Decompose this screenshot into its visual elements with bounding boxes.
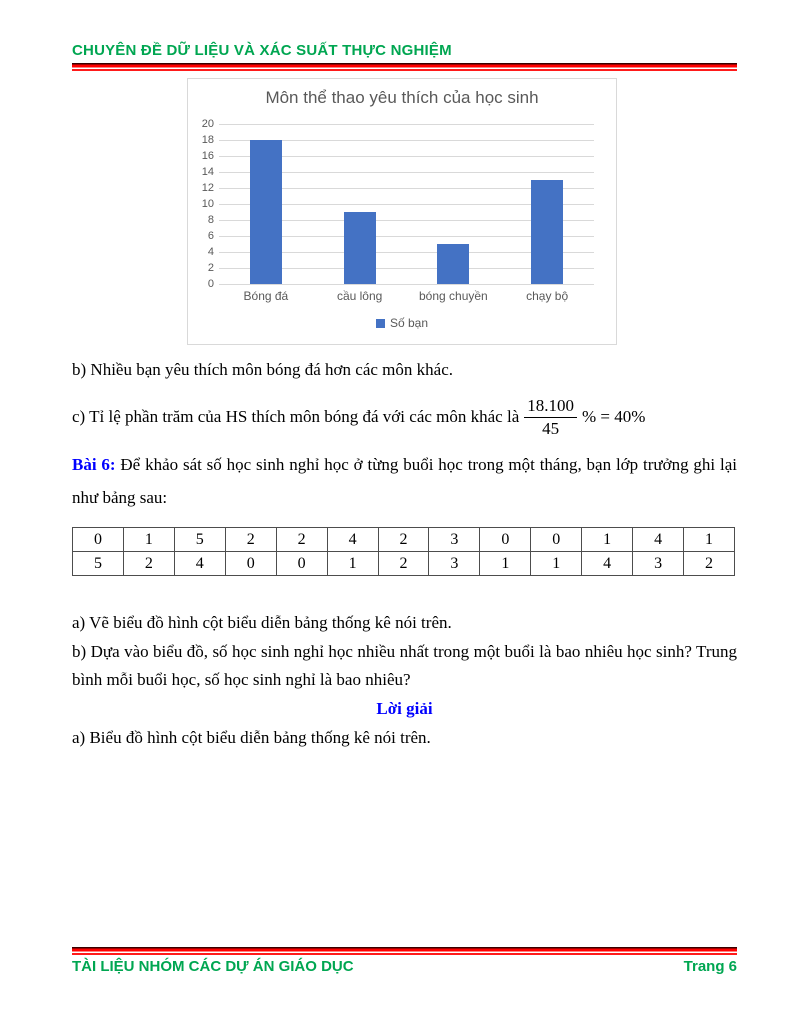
footer-page-number: Trang 6 — [683, 958, 737, 975]
y-axis-tick-label: 8 — [207, 214, 214, 226]
footer-left-text: TÀI LIỆU NHÓM CÁC DỰ ÁN GIÁO DỤC — [72, 958, 354, 975]
question-a6: a) Vẽ biểu đồ hình cột biểu diễn bảng th… — [72, 613, 452, 633]
bar-slot — [500, 124, 594, 284]
fraction-denominator: 45 — [542, 418, 560, 438]
chart-gridline — [219, 236, 594, 237]
question-b6: b) Dựa vào biểu đồ, số học sinh nghỉ học… — [72, 642, 737, 690]
y-axis-tick-label: 0 — [207, 278, 214, 290]
exercise-6-label: Bài 6: — [72, 455, 116, 475]
table-cell: 2 — [122, 551, 175, 577]
table-cell: 4 — [581, 551, 634, 577]
table-cell: 2 — [275, 527, 328, 553]
x-axis-category-label: bóng chuyền — [419, 289, 488, 303]
chart-gridline — [219, 156, 594, 157]
table-cell: 5 — [72, 551, 124, 577]
document-footer: TÀI LIỆU NHÓM CÁC DỰ ÁN GIÁO DỤC Trang 6 — [72, 958, 737, 975]
bar — [437, 244, 470, 284]
table-cell: 0 — [224, 551, 277, 577]
table-cell: 0 — [530, 527, 583, 553]
table-cell: 2 — [377, 527, 430, 553]
table-cell: 2 — [683, 551, 735, 577]
table-cell: 0 — [275, 551, 328, 577]
answer-item-b5: b) Nhiều bạn yêu thích môn bóng đá hơn c… — [72, 360, 453, 379]
y-axis-tick-label: 14 — [201, 166, 214, 178]
x-axis-category-label: cầu lông — [336, 289, 383, 303]
table-cell: 3 — [632, 551, 685, 577]
bar — [249, 140, 282, 284]
bar — [531, 180, 564, 284]
chart-bars — [219, 124, 594, 284]
chart-gridline — [219, 252, 594, 253]
document-body: b) Nhiều bạn yêu thích môn bóng đá hơn c… — [72, 348, 737, 752]
document-header-title: CHUYÊN ĐỀ DỮ LIỆU VÀ XÁC SUẤT THỰC NGHIỆ… — [72, 42, 452, 59]
table-cell: 3 — [428, 551, 481, 577]
bar-slot — [313, 124, 407, 284]
table-cell: 4 — [173, 551, 226, 577]
fraction-numerator: 18.100 — [524, 396, 577, 418]
table-cell: 1 — [479, 551, 532, 577]
legend-label: Số bạn — [389, 316, 429, 330]
footer-rule — [72, 947, 737, 955]
bar-slot — [219, 124, 313, 284]
chart-gridline — [219, 284, 594, 285]
chart-gridline — [219, 172, 594, 173]
y-axis-tick-label: 6 — [207, 230, 214, 242]
table-cell: 4 — [326, 527, 379, 553]
y-axis-tick-label: 18 — [201, 134, 214, 146]
chart-gridline — [219, 204, 594, 205]
bar-slot — [407, 124, 501, 284]
exercise-6-text: Để khảo sát số học sinh nghỉ học ở từng … — [72, 455, 737, 508]
table-cell: 3 — [428, 527, 481, 553]
chart-gridline — [219, 220, 594, 221]
chart-plot: 0 2 4 6 8 10 12 14 16 18 20 — [202, 118, 594, 290]
fraction: 18.100 45 — [524, 396, 577, 438]
table-cell: 1 — [326, 551, 379, 577]
chart-title: Môn thể thao yêu thích của học sinh — [265, 88, 539, 107]
x-axis-category-label: chạy bộ — [526, 289, 569, 303]
chart-gridline — [219, 140, 594, 141]
answer-item-c5: c) Tỉ lệ phần trăm của HS thích môn bóng… — [72, 396, 737, 438]
table-cell: 1 — [530, 551, 583, 577]
table-cell: 0 — [479, 527, 532, 553]
table-cell: 4 — [632, 527, 685, 553]
x-axis-category-label: Bóng đá — [243, 289, 289, 303]
y-axis-tick-label: 12 — [201, 182, 214, 194]
table-cell: 1 — [581, 527, 634, 553]
chart-x-axis: Bóng đá cầu lông bóng chuyền chạy bộ — [219, 289, 594, 303]
chart-legend: Số bạn — [188, 316, 616, 330]
table-cell: 1 — [122, 527, 175, 553]
table-cell: 2 — [224, 527, 277, 553]
y-axis-tick-label: 2 — [207, 262, 214, 274]
answer-c5-suffix: % = 40% — [582, 407, 646, 427]
y-axis-tick-label: 20 — [201, 118, 214, 130]
table-cell: 0 — [72, 527, 124, 553]
y-axis-tick-label: 16 — [201, 150, 214, 162]
y-axis-tick-label: 10 — [201, 198, 214, 210]
solution-heading: Lời giải — [376, 699, 433, 719]
y-axis-tick-label: 4 — [207, 246, 214, 258]
chart-gridline — [219, 268, 594, 269]
chart-gridline — [219, 188, 594, 189]
table-cell: 5 — [173, 527, 226, 553]
table-cell: 2 — [377, 551, 430, 577]
solution-item-a6: a) Biểu đồ hình cột biểu diễn bảng thống… — [72, 728, 431, 748]
chart-gridline — [219, 124, 594, 125]
bar-chart: Môn thể thao yêu thích của học sinh 0 2 4 6… — [187, 78, 617, 345]
exercise-6-statement: Bài 6: Để khảo sát số học sinh nghỉ học … — [72, 448, 737, 514]
bar — [343, 212, 376, 284]
answer-c5-prefix: c) Tỉ lệ phần trăm của HS thích môn bóng… — [72, 407, 520, 427]
table-cell: 1 — [683, 527, 735, 553]
legend-swatch — [375, 318, 385, 328]
header-rule — [72, 63, 737, 71]
